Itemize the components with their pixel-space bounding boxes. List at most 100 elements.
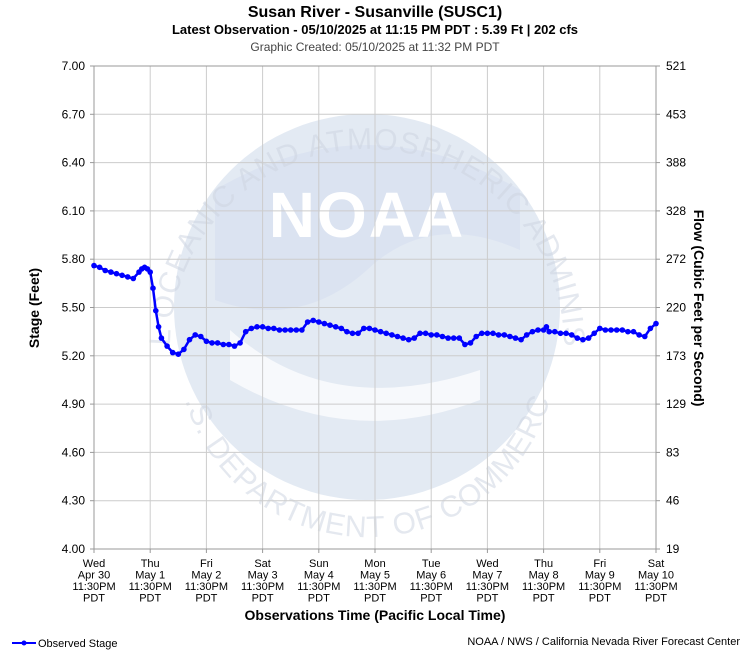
x-tick-label: Fri May 2 11:30PM PDT [185, 558, 228, 605]
x-tick-label-line: 11:30PM [241, 581, 284, 593]
data-point [636, 332, 642, 338]
data-point [321, 320, 328, 327]
data-point [619, 327, 626, 333]
data-point [203, 338, 210, 345]
x-tick-label-line: PDT [533, 593, 555, 605]
data-point [535, 327, 541, 333]
y2-tick-label: 272 [666, 252, 686, 266]
data-point [518, 336, 524, 343]
data-point [96, 264, 103, 271]
y2-tick-label: 19 [666, 542, 680, 556]
x-tick-label-line: Fri [593, 558, 606, 570]
x-tick-label-line: PDT [645, 593, 667, 605]
data-point [299, 327, 305, 333]
chart-subtitle: Latest Observation - 05/10/2025 at 11:15… [172, 22, 578, 37]
data-point [422, 330, 429, 337]
x-tick-label-line: May 10 [638, 570, 674, 582]
y-tick-label: 6.40 [62, 156, 86, 170]
data-point [102, 267, 108, 274]
data-point [428, 332, 435, 338]
data-point [546, 328, 552, 335]
x-tick-label-line: Sat [648, 558, 665, 570]
data-point [462, 341, 468, 348]
data-point [220, 341, 227, 348]
x-tick-label-line: PDT [420, 593, 442, 605]
x-tick-label-line: 11:30PM [634, 581, 677, 593]
x-tick-label: Thu May 8 11:30PM PDT [522, 558, 565, 605]
footer-credit: NOAA / NWS / California Nevada River For… [467, 636, 740, 648]
x-tick-label-line: PDT [476, 593, 498, 605]
x-tick-label-line: May 2 [191, 570, 221, 582]
data-point [400, 335, 406, 341]
y-axis-label: Stage (Feet) [26, 268, 42, 348]
data-point [529, 328, 536, 335]
data-point [647, 325, 654, 332]
chart-title: Susan River - Susanville (SUSC1) [248, 4, 502, 21]
data-point [327, 322, 333, 329]
x-tick-label: Tue May 6 11:30PM PDT [410, 558, 453, 605]
x-tick-label-line: PDT [139, 593, 161, 605]
y2-tick-label: 521 [666, 59, 686, 73]
data-point [523, 332, 530, 338]
x-tick-label-line: Wed [476, 558, 498, 570]
data-point [563, 330, 569, 337]
x-tick-label: Fri May 9 11:30PM PDT [578, 558, 621, 605]
x-tick-label-line: 11:30PM [466, 581, 509, 593]
data-point [265, 325, 272, 332]
graphic-created-text: Graphic Created: 05/10/2025 at 11:32 PM … [250, 40, 500, 54]
data-point [574, 335, 581, 341]
data-point [192, 332, 198, 338]
x-tick-label-line: May 3 [248, 570, 278, 582]
data-point [237, 340, 243, 346]
x-tick-label-line: 11:30PM [129, 581, 172, 593]
data-point [214, 340, 221, 346]
x-tick-label: Thu May 1 11:30PM PDT [129, 558, 172, 605]
data-point [119, 272, 125, 279]
data-point [271, 325, 277, 332]
data-point [394, 333, 401, 340]
x-tick-label-line: PDT [252, 593, 274, 605]
data-point [543, 324, 550, 330]
data-point [150, 285, 156, 292]
legend-marker [21, 640, 27, 646]
data-point [158, 335, 165, 341]
data-point [630, 328, 637, 335]
data-point [434, 332, 440, 338]
data-point [417, 330, 423, 337]
y-tick-label: 5.50 [62, 301, 86, 315]
x-tick-label-line: Sat [254, 558, 271, 570]
x-tick-label-line: May 7 [472, 570, 502, 582]
data-point [389, 332, 395, 338]
y-tick-label: 4.30 [62, 494, 86, 508]
legend: Observed Stage [12, 638, 118, 650]
data-point [479, 330, 485, 337]
noaa-watermark-logo: NOAA NATIONAL OCEANIC AND ATMOSPHERIC AD… [0, 0, 589, 544]
data-point [181, 346, 187, 353]
data-point [153, 307, 159, 314]
data-point [287, 327, 294, 333]
data-point [186, 336, 193, 343]
data-point [254, 324, 260, 330]
data-point [349, 330, 356, 337]
data-point [568, 332, 575, 338]
x-tick-label-line: 11:30PM [410, 581, 453, 593]
x-tick-label-line: 11:30PM [578, 581, 621, 593]
x-tick-label-line: 11:30PM [522, 581, 565, 593]
y2-tick-label: 46 [666, 494, 680, 508]
x-tick-label-line: May 9 [585, 570, 615, 582]
grid-lines [93, 65, 657, 550]
data-point [276, 327, 283, 333]
data-point [242, 328, 249, 335]
data-point [552, 328, 558, 335]
y-tick-label: 7.00 [62, 59, 86, 73]
y-tick-label: 6.70 [62, 107, 86, 121]
data-point [282, 327, 288, 333]
data-point [164, 343, 170, 349]
data-point [310, 317, 317, 324]
data-point [613, 327, 620, 333]
x-tick-label-line: PDT [83, 593, 105, 605]
y2-tick-label: 83 [666, 445, 680, 459]
y-tick-label: 4.00 [62, 542, 86, 556]
